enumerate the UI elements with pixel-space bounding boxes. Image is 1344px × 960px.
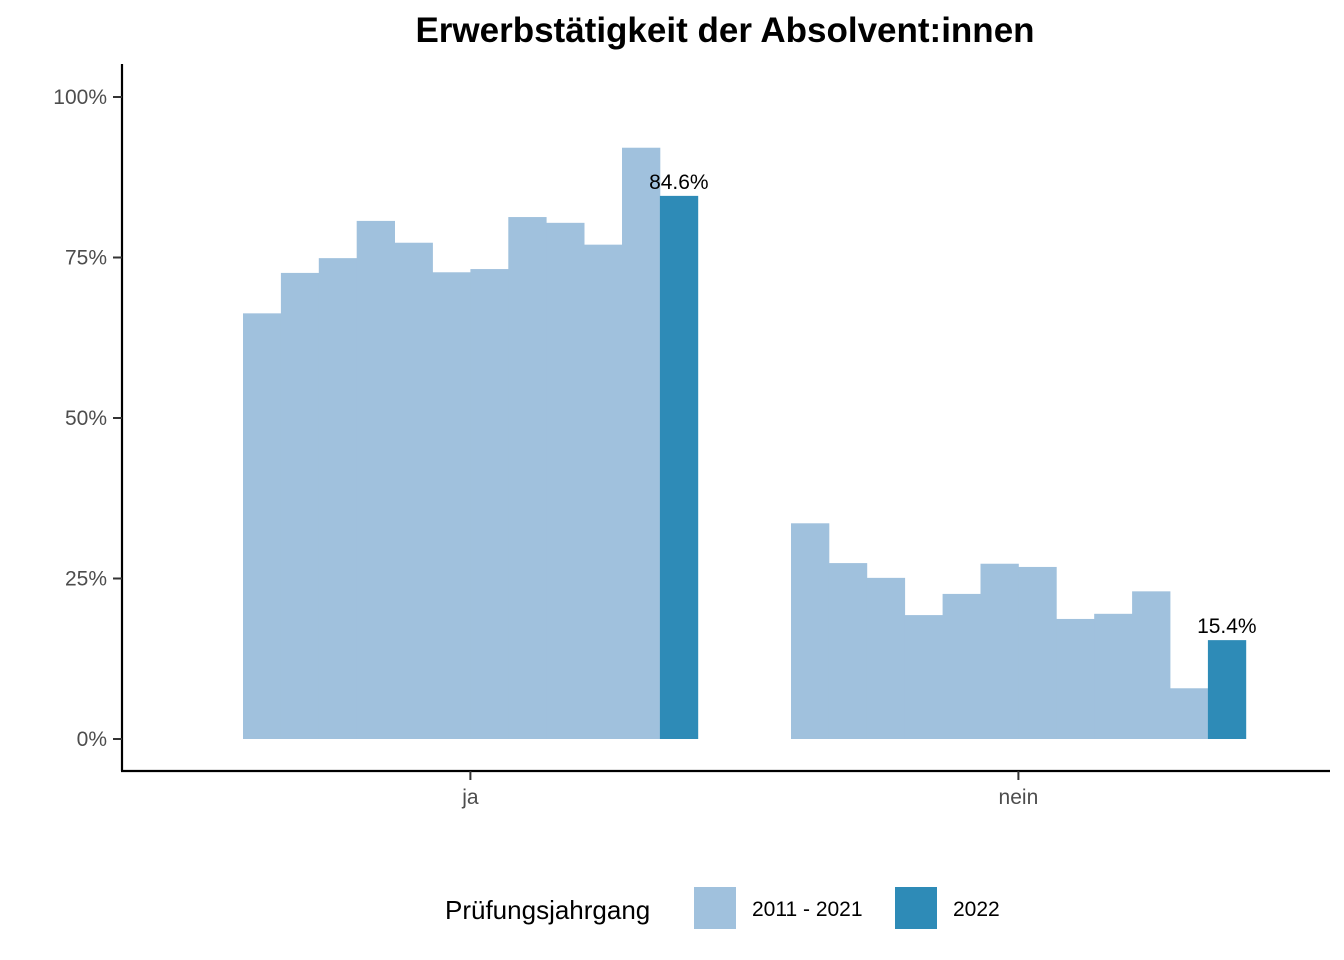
bar-ja-6 (432, 272, 471, 739)
chart-title: Erwerbstätigkeit der Absolvent:innen (415, 11, 1034, 50)
bar-ja-5 (394, 242, 433, 740)
y-tick-label: 25% (65, 568, 107, 591)
bar-nein-8 (1056, 618, 1095, 739)
bar-nein-5 (942, 593, 981, 739)
data-labels-layer: 84.6% 15.4% (649, 171, 1257, 638)
bars-layer (243, 147, 1247, 740)
legend-label-2011-2021: 2011 - 2021 (752, 898, 863, 921)
bar-nein-10 (1132, 591, 1171, 739)
legend-swatch-2011-2021 (694, 887, 736, 929)
bar-nein-2 (828, 563, 868, 739)
legend-swatch-2022 (895, 887, 937, 929)
x-tick-label-ja: ja (461, 786, 479, 809)
bar-nein-11 (1170, 688, 1209, 739)
bar-nein-9 (1094, 613, 1133, 739)
bar-nein-1 (791, 523, 830, 739)
y-tick-label: 75% (65, 247, 107, 270)
data-label-ja: 84.6% (649, 171, 709, 194)
bar-ja-3 (318, 258, 358, 739)
data-label-nein: 15.4% (1197, 615, 1257, 638)
y-tick-label: 50% (65, 407, 107, 430)
y-tick-label: 0% (77, 728, 107, 751)
x-tick-label-nein: nein (999, 786, 1039, 809)
bar-ja-8 (508, 217, 547, 740)
bar-nein-12 (1207, 640, 1247, 739)
bar-ja-4 (356, 220, 395, 739)
bar-ja-9 (546, 222, 585, 739)
bar-ja-1 (243, 313, 282, 739)
bar-ja-2 (280, 272, 320, 739)
bar-ja-12 (659, 195, 699, 739)
bar-ja-10 (584, 244, 623, 739)
bar-nein-6 (980, 563, 1019, 739)
bar-nein-7 (1018, 566, 1057, 739)
bar-nein-4 (904, 615, 943, 739)
legend-label-2022: 2022 (953, 898, 1000, 921)
legend-title: Prüfungsjahrgang (445, 895, 650, 925)
bar-ja-11 (622, 147, 661, 740)
legend: Prüfungsjahrgang 2011 - 2021 2022 (445, 887, 1000, 929)
y-tick-label: 100% (53, 86, 107, 109)
x-ticks-layer: ja nein (461, 771, 1038, 809)
y-ticks-layer: 0% 25% 50% 75% 100% (53, 86, 122, 751)
bar-nein-3 (866, 577, 906, 739)
bar-ja-7 (470, 269, 509, 739)
